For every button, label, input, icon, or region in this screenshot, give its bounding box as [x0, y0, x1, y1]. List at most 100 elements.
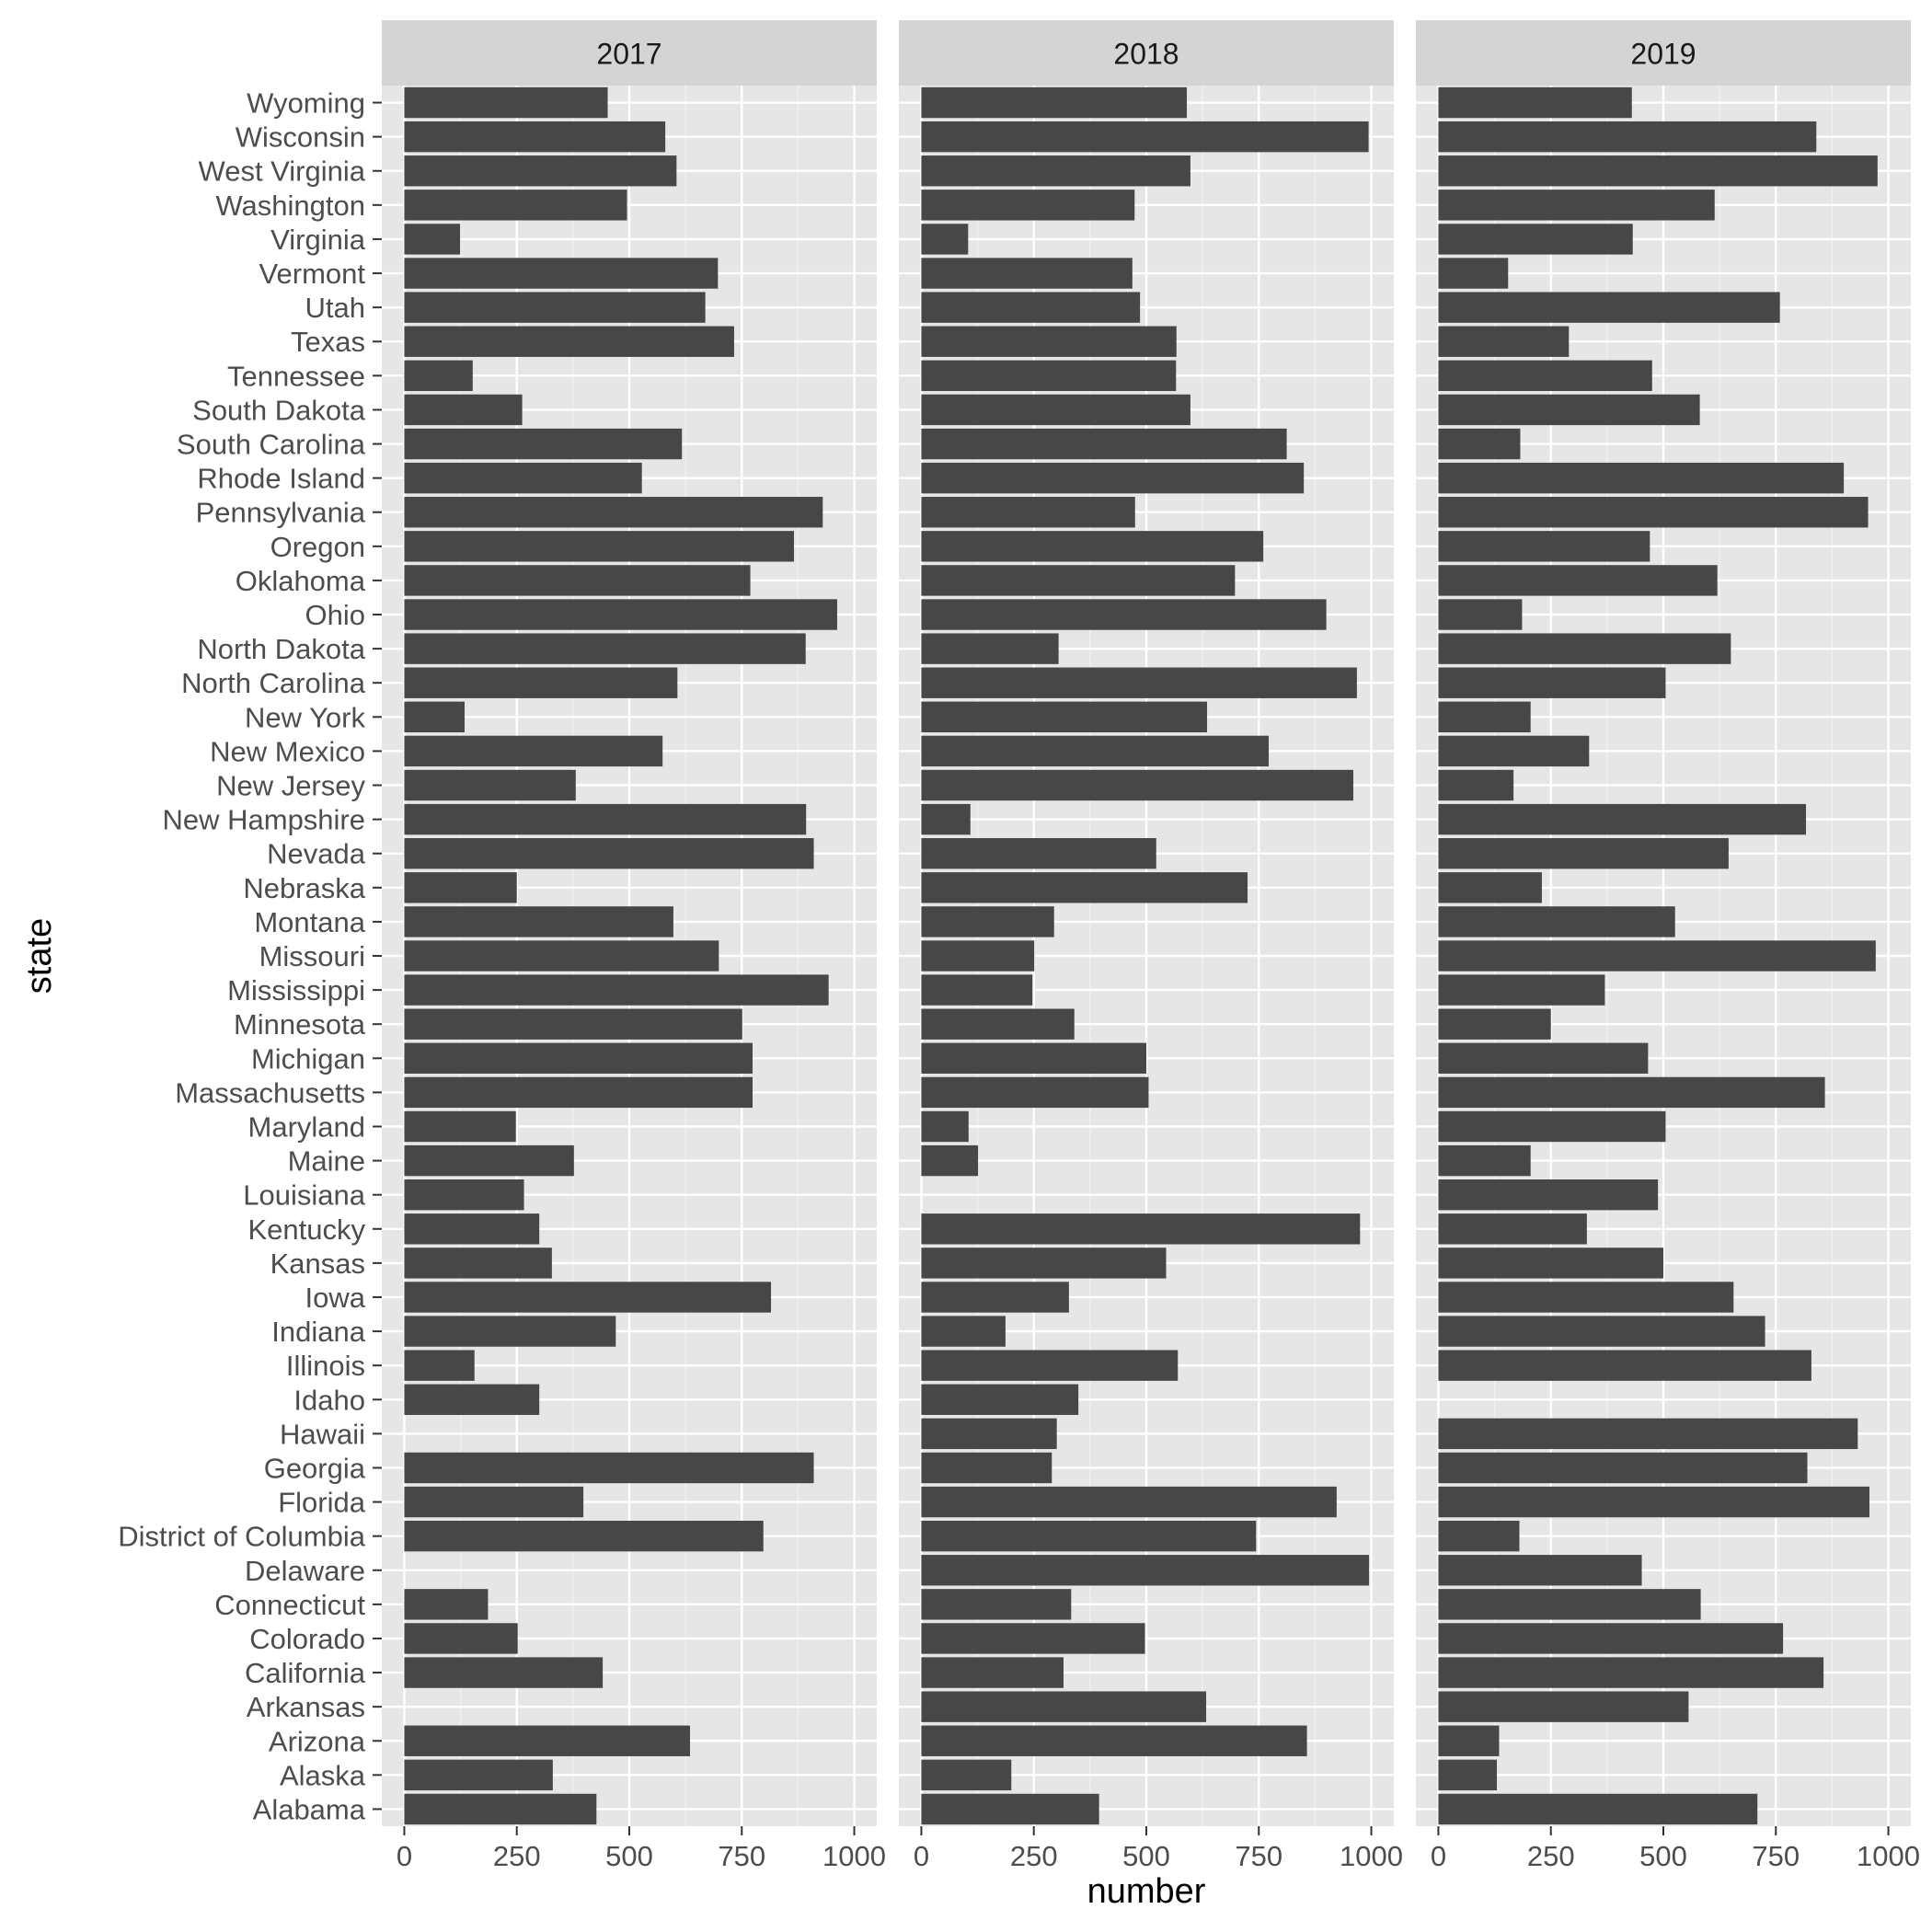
bar-2018-alabama	[921, 1793, 1099, 1825]
y-tick-label: Pennsylvania	[196, 497, 366, 529]
y-tick-label: Delaware	[245, 1555, 365, 1587]
y-tick-label: Oklahoma	[236, 565, 366, 597]
y-tick-label: Nebraska	[243, 872, 365, 904]
bar-2017-texas	[404, 326, 734, 357]
y-tick-label: Maine	[288, 1145, 365, 1178]
bar-2017-georgia	[404, 1452, 814, 1484]
bar-2019-pennsylvania	[1438, 497, 1869, 528]
bar-2019-missouri	[1438, 940, 1876, 972]
x-tick-label: 500	[1122, 1840, 1170, 1872]
bar-2019-iowa	[1438, 1282, 1734, 1313]
bar-2019-west-virginia	[1438, 155, 1878, 187]
bar-2019-utah	[1438, 292, 1780, 323]
bar-2019-kentucky	[1438, 1213, 1587, 1245]
bar-2019-connecticut	[1438, 1589, 1701, 1620]
y-tick-label: Vermont	[259, 258, 366, 290]
y-tick-label: Minnesota	[234, 1008, 366, 1041]
bar-2017-oklahoma	[404, 565, 751, 596]
y-tick-label: Alaska	[280, 1759, 366, 1791]
y-tick-label: Connecticut	[214, 1589, 365, 1621]
bar-2017-new-jersey	[404, 769, 576, 801]
bar-2018-west-virginia	[921, 155, 1190, 187]
bar-2018-idaho	[921, 1384, 1079, 1415]
bar-2017-massachusetts	[404, 1076, 753, 1109]
bar-2019-indiana	[1438, 1316, 1765, 1347]
x-tick-label: 1000	[822, 1840, 886, 1872]
y-tick-label: Florida	[278, 1487, 366, 1519]
bar-2018-utah	[921, 292, 1141, 323]
bar-2019-south-dakota	[1438, 394, 1700, 426]
x-tick-label: 0	[397, 1840, 412, 1872]
bar-2017-florida	[404, 1486, 584, 1518]
x-tick-label: 0	[1431, 1840, 1446, 1872]
y-tick-label: Colorado	[249, 1623, 365, 1655]
bar-2019-new-york	[1438, 701, 1531, 733]
bar-2017-indiana	[404, 1316, 616, 1347]
y-tick-label: Alabama	[253, 1793, 366, 1825]
bar-2019-kansas	[1438, 1248, 1663, 1279]
y-tick-label: Texas	[291, 326, 365, 358]
bar-2019-arizona	[1438, 1725, 1500, 1756]
bar-2017-pennsylvania	[404, 497, 823, 528]
bar-2019-maine	[1438, 1144, 1531, 1177]
bar-2018-rhode-island	[921, 462, 1305, 494]
facet-label-2019: 2019	[1630, 38, 1696, 71]
bar-2019-florida	[1438, 1486, 1870, 1518]
bar-2019-vermont	[1438, 258, 1509, 289]
bar-2018-pennsylvania	[921, 497, 1135, 528]
bar-2017-minnesota	[404, 1008, 742, 1040]
bar-2017-rhode-island	[404, 462, 642, 494]
bar-2018-maryland	[921, 1110, 969, 1143]
bar-2019-washington	[1438, 190, 1715, 221]
x-tick-label: 750	[1235, 1840, 1282, 1872]
bar-2019-wyoming	[1438, 86, 1632, 119]
y-tick-label: New Mexico	[210, 735, 365, 767]
bar-2018-maine	[921, 1144, 979, 1177]
bar-2019-oklahoma	[1438, 565, 1718, 596]
bar-2019-arkansas	[1438, 1691, 1689, 1722]
y-tick-label: Indiana	[271, 1316, 365, 1348]
bar-2018-new-jersey	[921, 769, 1353, 801]
bar-2018-kansas	[921, 1248, 1167, 1279]
facet-strip-2017	[382, 20, 877, 86]
y-tick-label: Tennessee	[227, 360, 365, 392]
bar-2019-michigan	[1438, 1042, 1649, 1074]
bar-2017-north-carolina	[404, 667, 678, 698]
y-tick-label: Missouri	[259, 940, 365, 972]
bar-2017-michigan	[404, 1042, 753, 1074]
bar-2019-oregon	[1438, 531, 1650, 562]
y-tick-label: South Dakota	[192, 394, 366, 426]
bar-2019-montana	[1438, 906, 1675, 937]
bar-2018-iowa	[921, 1282, 1069, 1313]
bar-2017-west-virginia	[404, 155, 677, 187]
bar-2017-idaho	[404, 1384, 540, 1415]
bar-2017-vermont	[404, 258, 719, 289]
y-tick-label: Wisconsin	[236, 121, 365, 154]
bar-2017-virginia	[404, 224, 461, 255]
bar-2017-oregon	[404, 531, 795, 562]
y-tick-label: Wyoming	[247, 87, 365, 120]
bar-2018-new-hampshire	[921, 803, 971, 835]
bar-2018-florida	[921, 1486, 1337, 1518]
bar-2018-ohio	[921, 599, 1327, 630]
bar-2017-ohio	[404, 599, 837, 630]
bar-2019-nevada	[1438, 838, 1729, 869]
bar-2017-california	[404, 1657, 604, 1688]
bar-2018-indiana	[921, 1316, 1006, 1347]
y-tick-label: Iowa	[305, 1282, 366, 1314]
y-tick-label: Utah	[305, 292, 365, 324]
y-tick-label: Montana	[254, 906, 365, 938]
bar-2019-virginia	[1438, 224, 1633, 255]
bar-2018-alaska	[921, 1759, 1012, 1791]
y-tick-label: New York	[245, 701, 365, 733]
bar-2019-mississippi	[1438, 974, 1605, 1006]
y-tick-label: Rhode Island	[197, 463, 365, 495]
y-tick-label: New Hampshire	[162, 804, 365, 836]
bar-2017-nevada	[404, 838, 814, 869]
bar-2018-kentucky	[921, 1213, 1361, 1245]
bar-2019-north-carolina	[1438, 667, 1666, 698]
bar-2019-new-hampshire	[1438, 803, 1807, 835]
y-tick-label: Nevada	[267, 838, 366, 870]
y-tick-label: South Carolina	[177, 429, 366, 461]
